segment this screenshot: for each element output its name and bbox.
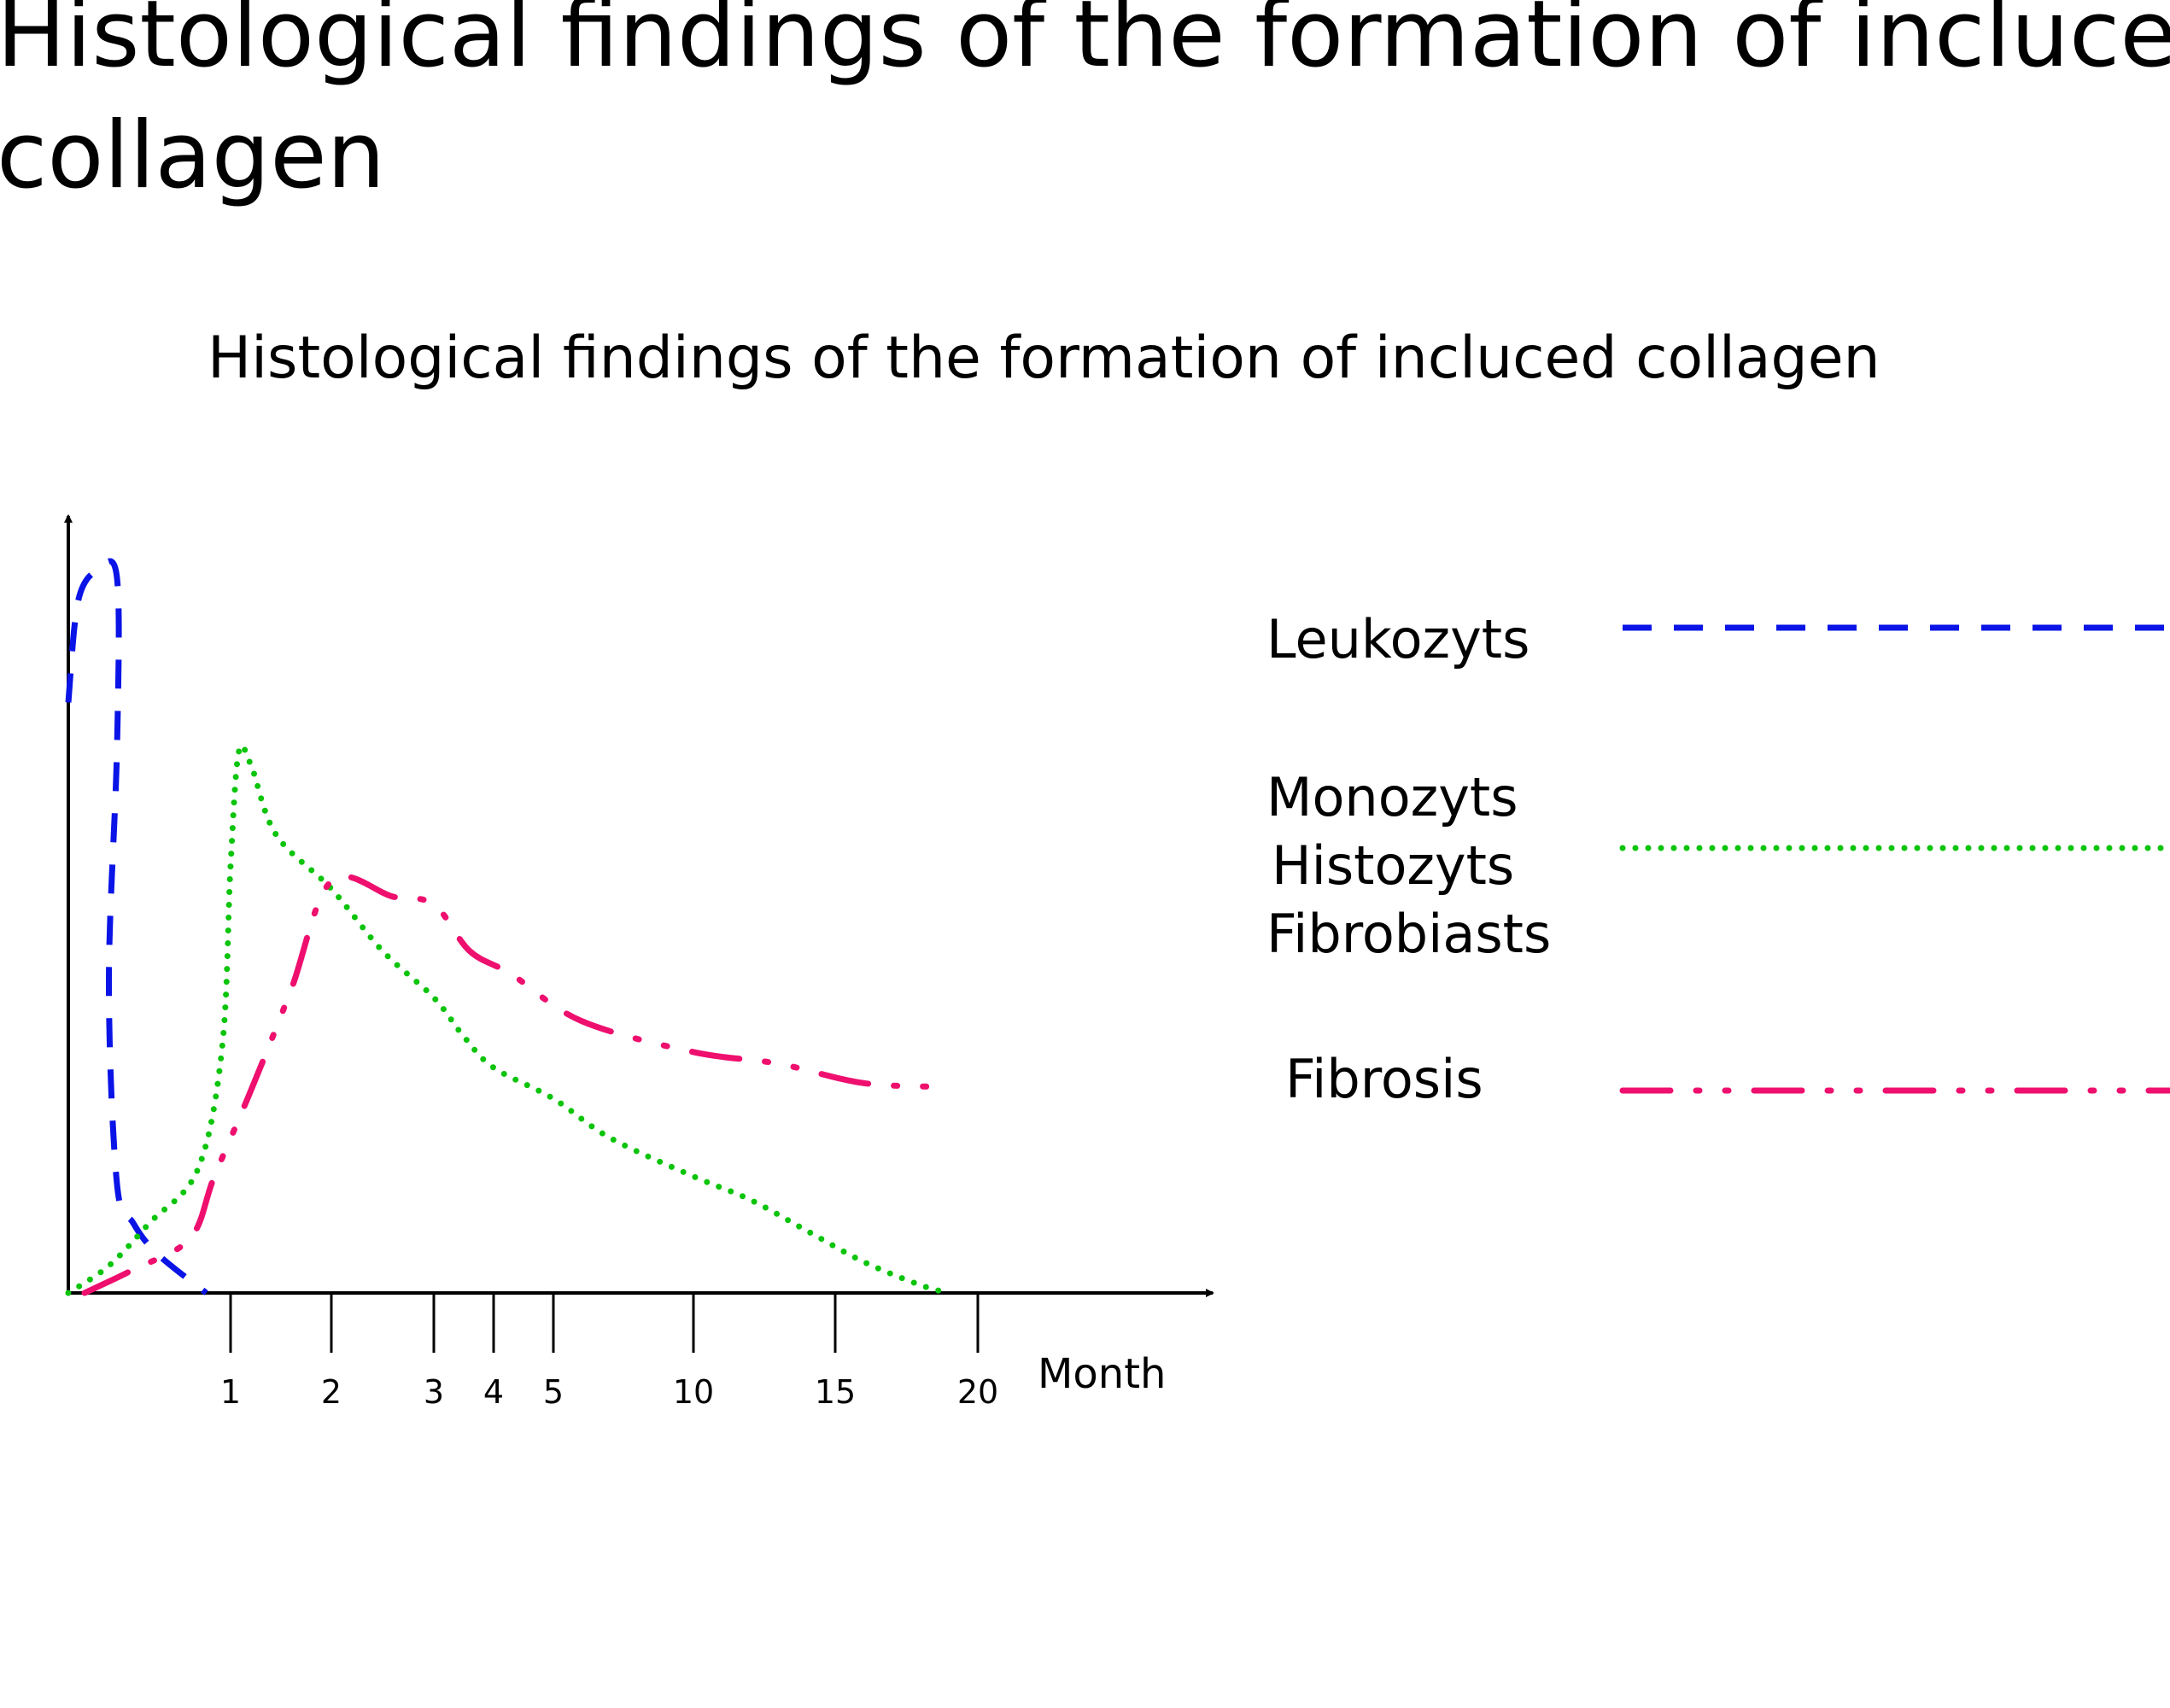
legend-label-leukozyts: Leukozyts bbox=[1266, 608, 1530, 670]
series-line-monozyts-histozyts-fibrobiasts bbox=[65, 742, 953, 1296]
x-tick-label-1: 1 bbox=[220, 1373, 241, 1411]
series-lines bbox=[65, 558, 953, 1296]
legend: Leukozyts Monozyts Histozyts Fibrobiasts Fib… bbox=[1266, 608, 2170, 1110]
legend-label-fibrosis: Fibrosis bbox=[1285, 1048, 1483, 1110]
x-axis-label: Month bbox=[1038, 1350, 1166, 1398]
page-heading: Histological findings of the formation o… bbox=[0, 0, 2170, 217]
x-tick-label-4: 4 bbox=[483, 1373, 504, 1411]
x-tick-label-10: 10 bbox=[673, 1373, 714, 1411]
legend-label-monozyts-histozyts-fibrobiasts: Monozyts Histozyts Fibrobiasts bbox=[1266, 766, 1551, 965]
page-heading-line-2: collagen bbox=[0, 102, 386, 209]
x-tick-label-20: 20 bbox=[957, 1373, 998, 1411]
x-tick-label-15: 15 bbox=[815, 1373, 856, 1411]
x-tick-label-3: 3 bbox=[424, 1373, 444, 1411]
page-heading-line-1: Histological findings of the formation o… bbox=[0, 0, 2170, 88]
series-line-leukozyts bbox=[65, 558, 208, 1296]
chart-title: Histological findings of the formation o… bbox=[208, 325, 1880, 392]
x-tick-label-2: 2 bbox=[321, 1373, 342, 1411]
x-ticks: 1 2 3 4 5 10 15 20 bbox=[220, 1293, 998, 1411]
series-line-fibrosis bbox=[81, 873, 953, 1296]
x-tick-label-5: 5 bbox=[543, 1373, 564, 1411]
